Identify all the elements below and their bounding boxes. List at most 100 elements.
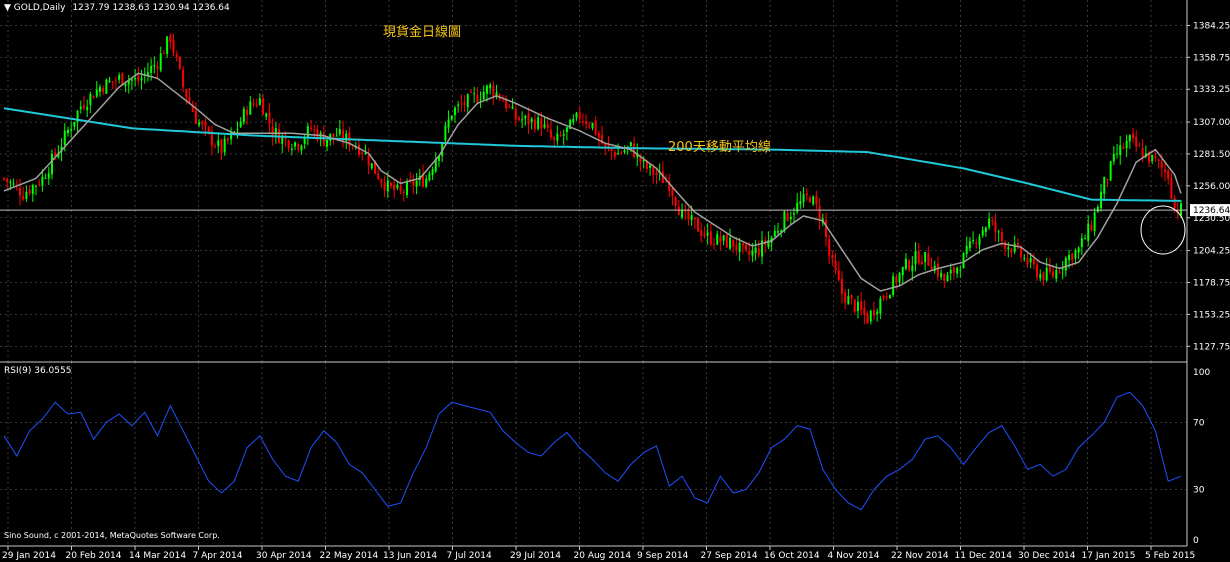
price-tick-label: 1230.50 — [1193, 214, 1230, 224]
bull-candle — [124, 83, 127, 87]
collapse-triangle-icon[interactable]: ▼ — [4, 3, 11, 13]
date-tick-label: 11 Dec 2014 — [955, 551, 1013, 561]
bear-candle — [393, 184, 396, 191]
chart-title-annotation: 現貨金日線圖 — [383, 25, 462, 40]
bear-candle — [508, 106, 511, 108]
bull-candle — [914, 251, 917, 265]
bull-candle — [751, 250, 754, 256]
bear-candle — [1042, 272, 1045, 280]
bull-candle — [249, 101, 252, 115]
bull-candle — [1029, 257, 1032, 263]
bear-candle — [828, 239, 831, 257]
bull-candle — [140, 77, 143, 81]
bear-candle — [210, 131, 213, 146]
bull-candle — [1151, 155, 1154, 162]
bull-candle — [437, 156, 440, 161]
bull-candle — [537, 117, 540, 129]
bear-candle — [668, 181, 671, 191]
bear-candle — [895, 276, 898, 283]
bull-candle — [738, 242, 741, 252]
bear-candle — [805, 192, 808, 196]
bear-candle — [1154, 155, 1157, 159]
bear-candle — [201, 122, 204, 125]
bull-candle — [959, 269, 962, 271]
bear-candle — [214, 146, 217, 148]
bull-candle — [933, 265, 936, 271]
bear-candle — [872, 310, 875, 316]
date-tick-label: 22 Nov 2014 — [891, 551, 949, 561]
bull-candle — [847, 296, 850, 305]
bear-candle — [687, 209, 690, 220]
bear-candle — [533, 119, 536, 130]
bear-candle — [310, 127, 313, 129]
bear-candle — [1052, 271, 1055, 277]
bear-candle — [863, 307, 866, 315]
bear-candle — [815, 195, 818, 205]
bull-candle — [1007, 247, 1010, 250]
bear-candle — [735, 244, 738, 250]
bear-candle — [844, 292, 847, 303]
bull-candle — [108, 80, 111, 82]
bull-candle — [31, 185, 34, 195]
bull-candle — [706, 232, 709, 236]
date-tick-label: 5 Feb 2015 — [1145, 551, 1195, 561]
bear-candle — [162, 53, 165, 55]
bull-candle — [799, 201, 802, 205]
bull-candle — [236, 128, 239, 130]
ma200-annotation: 200天移動平均線 — [668, 140, 771, 155]
bear-candle — [665, 180, 668, 182]
bull-candle — [761, 240, 764, 257]
bear-candle — [1141, 147, 1144, 159]
bull-candle — [962, 253, 965, 269]
bull-candle — [306, 126, 309, 138]
bear-candle — [1090, 224, 1093, 230]
date-tick-label: 14 Mar 2014 — [129, 551, 186, 561]
bear-candle — [709, 231, 712, 245]
bull-candle — [569, 119, 572, 129]
bear-candle — [252, 103, 255, 105]
bull-candle — [50, 154, 53, 175]
bull-candle — [223, 138, 226, 153]
bear-candle — [38, 183, 41, 185]
bear-candle — [527, 113, 530, 125]
bear-candle — [1170, 178, 1173, 199]
bear-candle — [246, 109, 249, 116]
bear-candle — [226, 138, 229, 141]
bull-candle — [1119, 145, 1122, 156]
bull-candle — [479, 99, 482, 101]
bull-candle — [773, 231, 776, 237]
bull-candle — [591, 122, 594, 129]
bear-candle — [719, 236, 722, 243]
bear-candle — [693, 217, 696, 220]
bear-candle — [412, 179, 415, 186]
bull-candle — [1084, 238, 1087, 240]
bear-candle — [383, 182, 386, 191]
bull-candle — [44, 177, 47, 179]
bear-candle — [409, 179, 412, 181]
bear-candle — [6, 178, 9, 182]
bear-candle — [540, 118, 543, 129]
bear-candle — [652, 166, 655, 175]
bear-candle — [952, 267, 955, 273]
bull-candle — [1045, 267, 1048, 281]
bull-candle — [60, 146, 63, 152]
date-tick-label: 17 Jan 2015 — [1082, 551, 1136, 561]
date-tick-label: 29 Jan 2014 — [2, 551, 56, 561]
bull-candle — [901, 267, 904, 276]
price-tick-label: 1307.00 — [1193, 118, 1230, 128]
bull-candle — [997, 231, 1000, 233]
bull-candle — [217, 140, 220, 147]
bear-candle — [645, 161, 648, 169]
date-tick-label: 30 Dec 2014 — [1018, 551, 1076, 561]
bear-candle — [175, 54, 178, 58]
bull-candle — [530, 118, 533, 123]
bull-candle — [415, 181, 418, 187]
bull-candle — [495, 92, 498, 96]
bull-candle — [473, 93, 476, 95]
price-grid — [0, 0, 1187, 362]
bear-candle — [3, 178, 5, 180]
date-tick-label: 16 Oct 2014 — [764, 551, 820, 561]
bear-candle — [111, 81, 114, 83]
bull-candle — [1077, 247, 1080, 253]
